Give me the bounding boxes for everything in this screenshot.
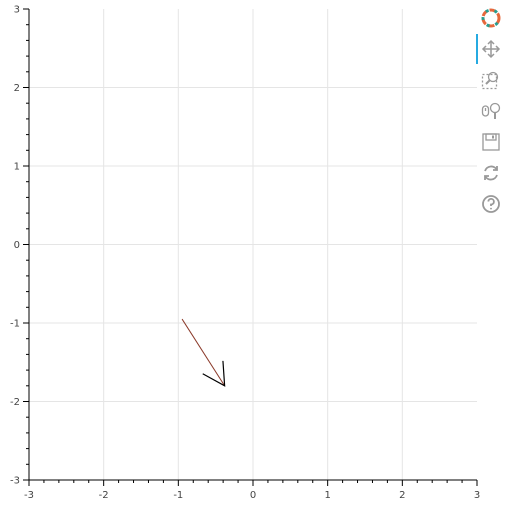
pan-tool-icon[interactable] [476,35,506,63]
grid-lines [29,9,477,480]
active-tool-indicator [476,34,478,64]
y-tick-label: 2 [14,83,20,94]
arrow-shaft [181,318,226,387]
y-tick-label: -3 [10,476,20,487]
y-tick-label: 0 [14,240,20,251]
x-tick-label: -2 [99,490,109,501]
x-tick-label: -3 [24,490,34,501]
bokeh-logo-icon [476,4,506,32]
wheel-zoom-tool-icon[interactable] [476,97,506,125]
y-axis-ticks: -3 -2 -1 0 1 2 3 [10,5,29,487]
save-tool-icon[interactable] [476,128,506,156]
reset-tool-icon[interactable] [476,159,506,187]
x-tick-label: -1 [173,490,183,501]
y-tick-label: -1 [10,319,20,330]
arrow-head [202,360,226,387]
y-tick-label: 3 [14,5,20,16]
chart-marks [181,318,226,387]
box-zoom-tool-icon[interactable] [476,66,506,94]
y-tick-label: 1 [14,162,20,173]
help-tool-icon[interactable] [476,190,506,218]
x-tick-label: 1 [324,490,330,501]
y-tick-label: -2 [10,397,20,408]
x-tick-label: 0 [250,490,256,501]
x-tick-label: 2 [399,490,405,501]
x-axis-ticks: -3 -2 -1 0 1 2 3 [24,480,480,501]
x-tick-label: 3 [474,490,480,501]
